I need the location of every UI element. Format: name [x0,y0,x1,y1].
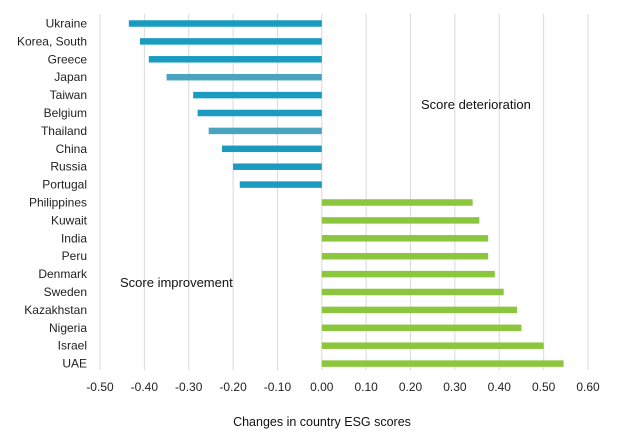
bar [197,109,322,117]
category-labels: Ukraine Korea, South Greece Japan Taiwan Belg… [17,17,88,371]
category-label: Korea, South [17,34,87,48]
category-label: Taiwan [50,88,87,102]
bar [321,217,480,224]
category-label: Kazakhstan [24,303,87,317]
x-tick-label: 0.60 [576,380,600,394]
bar [128,20,322,27]
bar [321,252,489,260]
x-tick-label: 0.50 [532,380,556,394]
x-tick-label: 0.20 [399,380,423,394]
x-tick-label: -0.10 [264,380,292,394]
bar [139,38,322,45]
category-label: China [56,142,88,156]
bar [321,270,495,278]
gridlines [99,14,589,370]
bar [321,324,522,332]
bar [321,360,564,367]
category-label: Philippines [29,196,87,210]
x-tick-label: -0.20 [219,380,247,394]
x-tick-label: 0.40 [488,380,512,394]
x-tick-labels: -0.50 -0.40 -0.30 -0.20 -0.10 0.00 0.10 0.20 0.3… [86,380,600,394]
category-label: Russia [50,160,87,174]
category-label: Ukraine [46,17,88,31]
category-label: Japan [54,70,87,84]
bar [239,181,322,188]
category-label: Peru [62,249,87,263]
x-tick-label: 0.30 [443,380,467,394]
bar [321,199,473,206]
bar [166,73,322,81]
bar [321,288,504,296]
bar [321,306,518,314]
annotation-score-improvement: Score improvement [120,275,233,290]
category-label: Thailand [41,124,87,138]
category-label: Greece [48,52,88,66]
bar [148,56,322,63]
bars [128,20,564,367]
x-axis-title: Changes in country ESG scores [233,415,411,429]
category-label: Nigeria [49,321,87,335]
bar [222,145,322,153]
bar [233,163,322,170]
category-label: Portugal [42,178,87,192]
category-label: Kuwait [51,213,88,227]
x-tick-label: -0.30 [175,380,203,394]
bar [321,342,544,349]
bar [208,127,322,135]
bar [321,235,489,242]
category-label: Sweden [44,285,87,299]
category-label: India [61,231,87,245]
x-tick-label: 0.00 [310,380,334,394]
annotation-score-deterioration: Score deterioration [421,97,531,112]
category-label: Israel [58,339,87,353]
category-label: Belgium [44,106,87,120]
x-tick-label: -0.40 [131,380,159,394]
x-tick-label: -0.50 [86,380,114,394]
bar [193,91,322,99]
category-label: Denmark [38,267,88,281]
category-label: UAE [62,357,87,371]
x-tick-label: 0.10 [355,380,379,394]
